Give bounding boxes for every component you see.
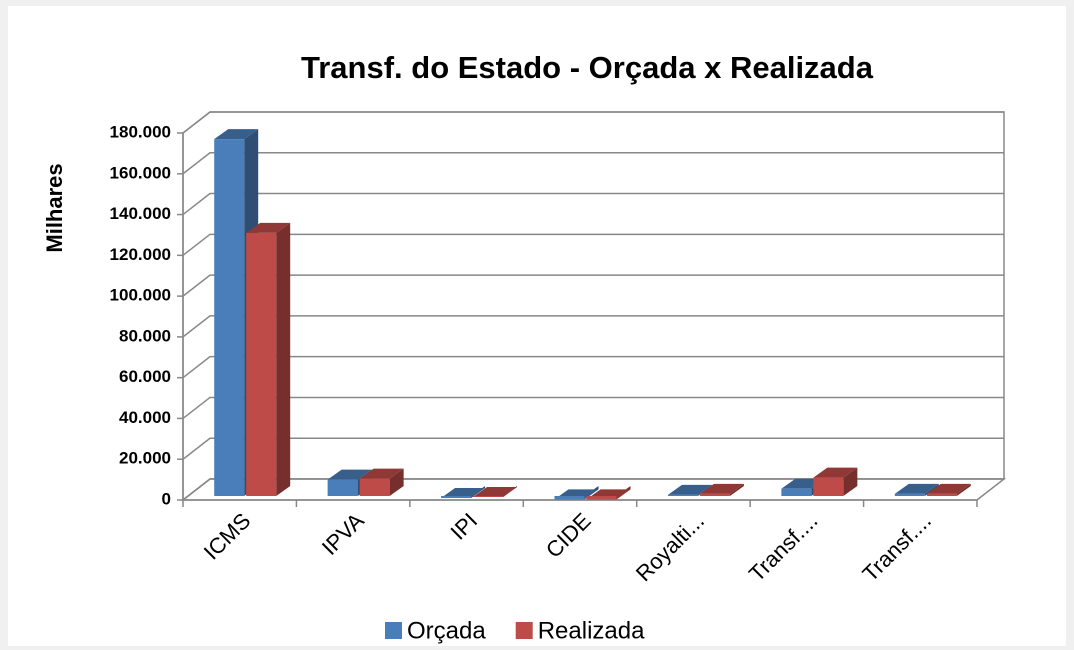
bar-top [441, 487, 486, 498]
bar [699, 483, 744, 496]
bar-front [473, 496, 504, 497]
bar-top [926, 483, 971, 494]
legend-label: Realizada [538, 617, 645, 644]
y-tick-label: 40.000 [119, 408, 171, 427]
bar-front [359, 478, 390, 496]
legend-label: Orçada [407, 617, 486, 644]
bar-side [956, 483, 971, 496]
grid-line [182, 315, 1004, 338]
bar-side [843, 467, 858, 496]
y-tick-label: 60.000 [119, 367, 171, 386]
grid-line [182, 355, 1004, 379]
bar [441, 486, 486, 498]
bar-top [246, 222, 291, 233]
bar-top [473, 486, 518, 497]
bar [926, 483, 971, 496]
bar [586, 486, 631, 500]
bar-top [699, 483, 744, 494]
chart-title: Transf. do Estado - Orçada x Realizada [301, 50, 874, 85]
y-tick-label: 120.000 [110, 245, 171, 264]
bar-side [729, 483, 744, 496]
bar-top [667, 484, 712, 495]
y-tick-label: 180.000 [110, 122, 171, 141]
grid-line [182, 437, 1004, 460]
y-tick-label: 140.000 [110, 204, 171, 223]
bar [246, 222, 291, 496]
grid-line [182, 152, 1004, 175]
bar [813, 467, 858, 496]
bar-top [894, 483, 939, 494]
grid-line [182, 233, 1004, 256]
y-tick-label: 100.000 [110, 286, 171, 305]
bar-front [894, 493, 925, 496]
bar-top [214, 129, 259, 140]
bar-top [813, 467, 858, 478]
y-axis-title: Milhares [42, 163, 67, 252]
bar-front [586, 496, 617, 500]
bar-front [667, 494, 698, 496]
bar-top [327, 469, 372, 480]
bar [214, 129, 259, 496]
back-wall [182, 111, 1005, 502]
bar-front [781, 488, 812, 496]
y-tick-label: 80.000 [119, 326, 171, 345]
bar [359, 468, 404, 496]
bar-top [359, 468, 404, 479]
legend-swatch [385, 622, 402, 639]
grid-line [182, 396, 1004, 420]
bar [473, 486, 518, 497]
bar-front [813, 477, 844, 496]
grid-line [182, 111, 1004, 134]
bar-front [327, 479, 358, 496]
y-tick-label: 0 [162, 489, 171, 508]
bar-front [246, 232, 277, 496]
legend-swatch [515, 622, 533, 639]
y-tick-label: 20.000 [119, 449, 171, 468]
bar-side [276, 222, 291, 496]
bar-front [214, 139, 245, 496]
y-tick-label: 160.000 [110, 163, 171, 182]
bar-front [441, 496, 472, 498]
grid-line [182, 192, 1004, 216]
bar-front [554, 496, 585, 500]
bar-side [389, 468, 404, 496]
grid-line [182, 274, 1004, 297]
grid-line [182, 478, 1004, 501]
bar-front [926, 493, 957, 496]
bar-front [699, 493, 730, 496]
